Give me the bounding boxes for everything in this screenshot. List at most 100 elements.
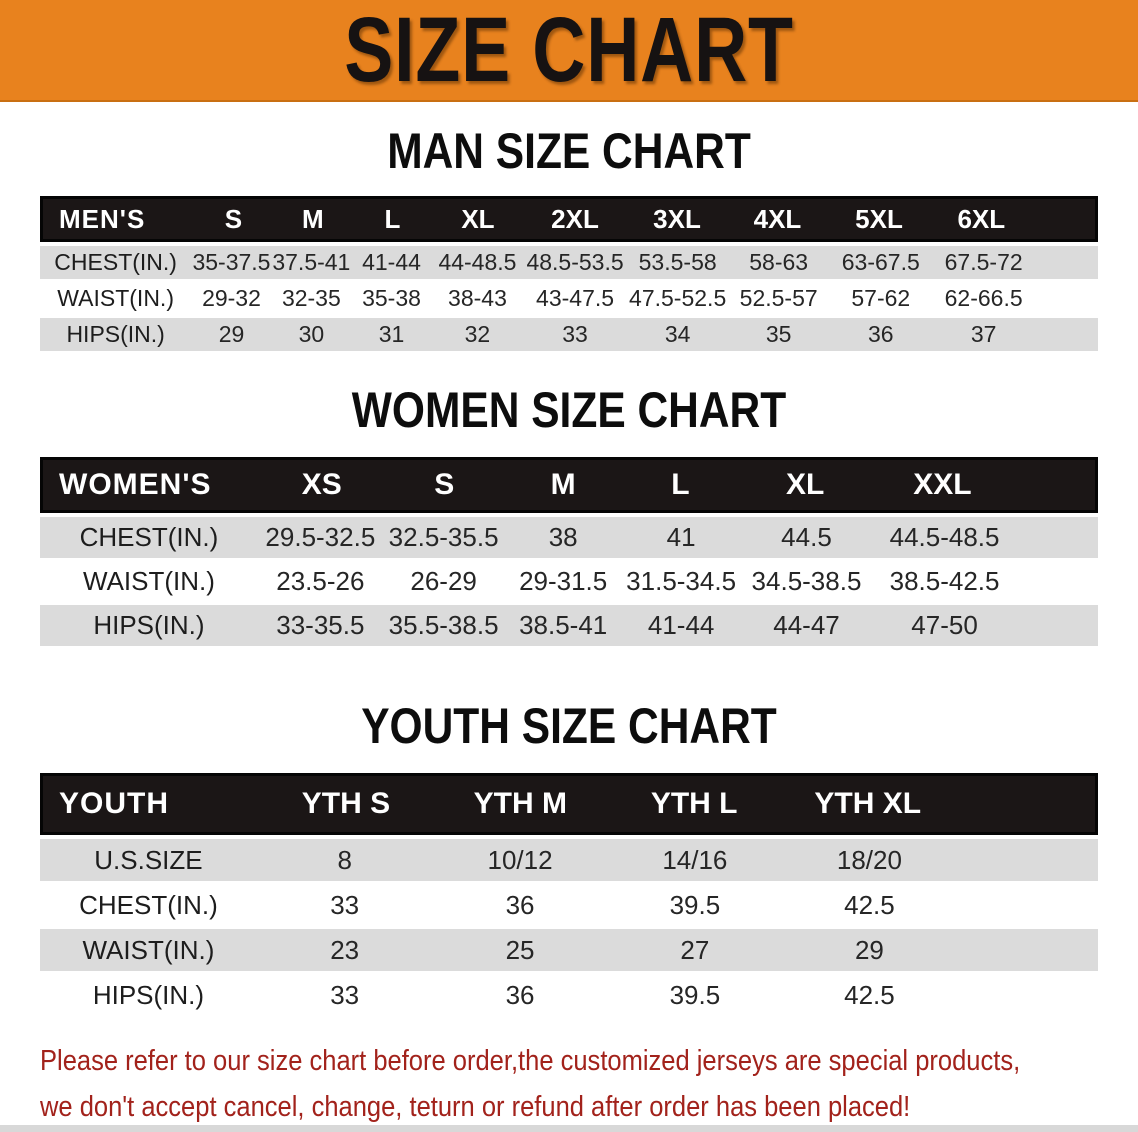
size-column-header: YTH XL xyxy=(814,787,922,820)
size-value: 34.5-38.5 xyxy=(751,566,862,596)
size-column-header: XS xyxy=(301,468,342,501)
size-column-header: 6XL xyxy=(957,203,1006,234)
size-value: 18/20 xyxy=(836,844,902,875)
youth-size-table: YOUTH YTH S YTH M YTH L YTH XL U.S.SIZE 8 10/12… xyxy=(40,773,1098,1016)
size-value: 32 xyxy=(464,321,491,347)
table-header-row: WOMEN'S XS S M L XL XXL xyxy=(40,457,1098,513)
measurement-label: HIPS(IN.) xyxy=(66,321,165,347)
size-value: 29.5-32.5 xyxy=(265,522,376,552)
notice-line-2: we don't accept cancel, change, teturn o… xyxy=(40,1091,911,1123)
size-value: 52.5-57 xyxy=(739,285,818,311)
men-section-heading: MAN SIZE CHART xyxy=(387,123,751,179)
size-column-header: 3XL xyxy=(653,203,701,234)
measurement-label: CHEST(IN.) xyxy=(79,522,219,552)
table-row: CHEST(IN.) 29.5-32.5 32.5-35.5 38 41 44.5 44.5… xyxy=(40,517,1098,558)
table-header-row: YOUTH YTH S YTH M YTH L YTH XL xyxy=(40,773,1098,835)
size-value: 44.5-48.5 xyxy=(889,522,1000,552)
size-column-header: 5XL xyxy=(855,203,903,234)
size-value: 29 xyxy=(218,321,245,347)
size-value: 48.5-53.5 xyxy=(526,249,624,275)
page-title: SIZE CHART xyxy=(344,0,794,101)
size-group-label: YOUTH xyxy=(59,787,169,820)
size-value: 35-37.5 xyxy=(192,249,271,275)
size-value: 31.5-34.5 xyxy=(626,566,737,596)
size-value: 34 xyxy=(664,321,691,347)
banner: SIZE CHART xyxy=(0,0,1138,102)
size-value: 32-35 xyxy=(281,285,341,311)
size-value: 38-43 xyxy=(448,285,507,311)
size-value: 33 xyxy=(330,979,360,1010)
size-value: 33-35.5 xyxy=(276,610,365,640)
size-value: 62-66.5 xyxy=(944,285,1023,311)
size-value: 23.5-26 xyxy=(276,566,365,596)
table-header-row: MEN'S S M L XL 2XL 3XL 4XL 5XL 6XL xyxy=(40,196,1098,242)
size-value: 30 xyxy=(298,321,325,347)
size-value: 27 xyxy=(680,934,710,965)
section-men: MAN SIZE CHART MEN'S S M L XL 2XL 3XL 4XL 5XL 6XL… xyxy=(0,126,1138,351)
size-value: 57-62 xyxy=(851,285,911,311)
size-group-label: WOMEN'S xyxy=(59,468,212,501)
size-value: 47.5-52.5 xyxy=(629,285,727,311)
size-column-header: M xyxy=(301,203,324,234)
size-column-header: S xyxy=(224,203,243,234)
size-value: 63-67.5 xyxy=(841,249,920,275)
table-row: U.S.SIZE 8 10/12 14/16 18/20 xyxy=(40,839,1098,881)
size-column-header: M xyxy=(550,468,576,501)
measurement-label: WAIST(IN.) xyxy=(57,285,174,311)
size-value: 41 xyxy=(666,522,696,552)
size-value: 43-47.5 xyxy=(536,285,615,311)
size-value: 38 xyxy=(548,522,578,552)
size-column-header: XXL xyxy=(913,468,972,501)
table-row: HIPS(IN.) 29 30 31 32 33 34 35 36 37 xyxy=(40,318,1098,351)
bottom-divider xyxy=(0,1125,1138,1132)
table-row: HIPS(IN.) 33 36 39.5 42.5 xyxy=(40,974,1098,1016)
size-value: 42.5 xyxy=(844,979,895,1010)
size-column-header: YTH M xyxy=(473,787,567,820)
men-size-table: MEN'S S M L XL 2XL 3XL 4XL 5XL 6XL CHEST(IN.) 35-37… xyxy=(40,196,1098,351)
size-value: 47-50 xyxy=(911,610,978,640)
size-value: 36 xyxy=(505,979,535,1010)
measurement-label: WAIST(IN.) xyxy=(83,566,215,596)
size-column-header: 4XL xyxy=(753,203,802,234)
table-row: WAIST(IN.) 23 25 27 29 xyxy=(40,929,1098,971)
order-notice: Please refer to our size chart before or… xyxy=(40,1038,1138,1130)
size-value: 8 xyxy=(337,844,352,875)
size-value: 29 xyxy=(854,934,884,965)
size-value: 44-48.5 xyxy=(438,249,517,275)
women-section-heading: WOMEN SIZE CHART xyxy=(351,382,787,438)
size-value: 23 xyxy=(330,934,360,965)
size-column-header: L xyxy=(671,468,690,501)
size-value: 44-47 xyxy=(773,610,840,640)
table-row: HIPS(IN.) 33-35.5 35.5-38.5 38.5-41 41-44 44-… xyxy=(40,605,1098,646)
size-value: 38.5-41 xyxy=(519,610,608,640)
size-value: 25 xyxy=(505,934,535,965)
size-value: 35-38 xyxy=(362,285,421,311)
size-value: 36 xyxy=(867,321,894,347)
women-size-table: WOMEN'S XS S M L XL XXL CHEST(IN.) 29.5-32.5 32.5… xyxy=(40,457,1098,646)
notice-line-1: Please refer to our size chart before or… xyxy=(40,1045,1021,1077)
size-value: 39.5 xyxy=(669,889,721,920)
size-value: 42.5 xyxy=(844,889,895,920)
size-column-header: XL xyxy=(461,203,495,234)
size-column-header: YTH L xyxy=(650,787,738,820)
size-value: 29-31.5 xyxy=(519,566,608,596)
table-row: WAIST(IN.) 29-32 32-35 35-38 38-43 43-47.5 47.… xyxy=(40,282,1098,315)
size-group-label: MEN'S xyxy=(59,203,146,234)
size-value: 44.5 xyxy=(781,522,832,552)
section-women: WOMEN SIZE CHART WOMEN'S XS S M L XL XXL CHEST(… xyxy=(0,385,1138,646)
size-value: 26-29 xyxy=(410,566,477,596)
measurement-label: U.S.SIZE xyxy=(94,844,203,875)
size-value: 31 xyxy=(378,321,405,347)
measurement-label: CHEST(IN.) xyxy=(79,889,218,920)
size-value: 37.5-41 xyxy=(272,249,351,275)
size-value: 37 xyxy=(970,321,997,347)
size-value: 41-44 xyxy=(362,249,421,275)
size-value: 58-63 xyxy=(749,249,809,275)
size-value: 41-44 xyxy=(647,610,715,640)
size-value: 67.5-72 xyxy=(944,249,1023,275)
section-youth: YOUTH SIZE CHART YOUTH YTH S YTH M YTH L YTH… xyxy=(0,701,1138,1016)
size-value: 53.5-58 xyxy=(638,249,717,275)
size-value: 10/12 xyxy=(487,844,553,875)
size-column-header: XL xyxy=(785,468,825,501)
